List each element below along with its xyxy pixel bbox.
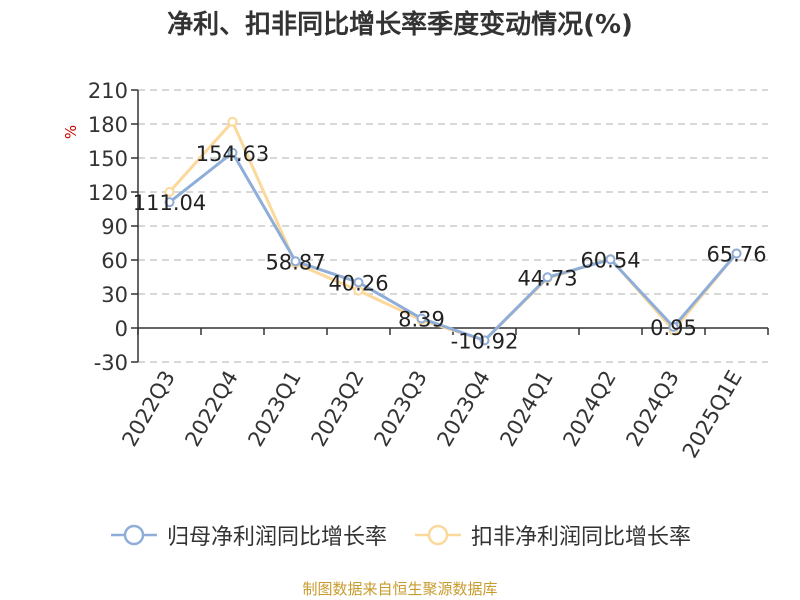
x-tick-label: 2024Q3 (621, 367, 683, 451)
series-lines (164, 116, 742, 346)
data-label: 65.76 (706, 242, 766, 266)
x-tick-label: 2025Q1E (678, 367, 747, 463)
data-label: 154.63 (196, 142, 269, 166)
y-tick-label: 210 (88, 79, 128, 103)
legend: 归母净利润同比增长率 扣非净利润同比增长率 (0, 519, 800, 551)
x-tick-label: 2023Q4 (432, 367, 494, 451)
y-tick-label: 90 (101, 215, 128, 239)
data-label: 8.39 (398, 307, 445, 331)
y-axis-unit: % (62, 125, 80, 139)
y-tick-label: 30 (101, 283, 128, 307)
y-tick-label: -30 (94, 351, 128, 375)
legend-label: 归母净利润同比增长率 (166, 525, 387, 550)
x-tick-label: 2023Q2 (306, 367, 368, 451)
chart-title: 净利、扣非同比增长率季度变动情况(%) (167, 10, 633, 40)
x-tick-label: 2022Q3 (117, 367, 179, 451)
data-point[interactable] (353, 277, 364, 288)
legend-line-circle-icon (415, 524, 461, 546)
legend-item-deducted-profit[interactable]: 扣非净利润同比增长率 (413, 519, 691, 551)
data-point[interactable] (164, 187, 175, 197)
y-tick-label: 120 (88, 181, 128, 205)
x-tick-label: 2024Q2 (558, 367, 620, 451)
x-tick-label: 2023Q3 (369, 367, 431, 451)
data-label: 111.04 (133, 191, 206, 215)
data-point[interactable] (227, 147, 238, 158)
grid-lines (138, 89, 768, 363)
legend-line-circle-icon (110, 524, 157, 546)
x-tick-label: 2023Q1 (243, 367, 305, 451)
y-tick-label: 0 (115, 317, 128, 341)
data-label: 58.87 (265, 250, 325, 274)
data-point[interactable] (731, 248, 742, 259)
data-point[interactable] (290, 256, 301, 267)
y-tick-label: 180 (88, 113, 128, 137)
data-point[interactable] (479, 335, 490, 346)
y-tick-label: 150 (88, 147, 128, 171)
data-point[interactable] (416, 313, 427, 324)
data-label: -10.92 (451, 329, 519, 353)
series-line-0 (168, 151, 738, 342)
legend-item-net-profit[interactable]: 归母净利润同比增长率 (109, 519, 387, 551)
data-point[interactable] (605, 254, 616, 265)
source-note: 制图数据来自恒生聚源数据库 (302, 580, 498, 598)
data-label: 44.73 (517, 266, 577, 290)
data-point[interactable] (668, 321, 679, 332)
data-label: 0.95 (650, 316, 697, 340)
axes: -30 0 30 60 90 120 150 180 210 2022Q3 2022Q4 2023Q1… (88, 79, 769, 463)
x-tick-label: 2022Q4 (180, 367, 242, 451)
data-label: 40.26 (328, 271, 388, 295)
data-point[interactable] (164, 197, 175, 208)
legend-label: 扣非净利润同比增长率 (471, 525, 692, 550)
y-tick-label: 60 (101, 249, 128, 273)
data-point[interactable] (227, 116, 238, 127)
data-label: 60.54 (580, 248, 640, 272)
data-point[interactable] (542, 272, 553, 283)
x-tick-label: 2024Q1 (495, 367, 557, 451)
